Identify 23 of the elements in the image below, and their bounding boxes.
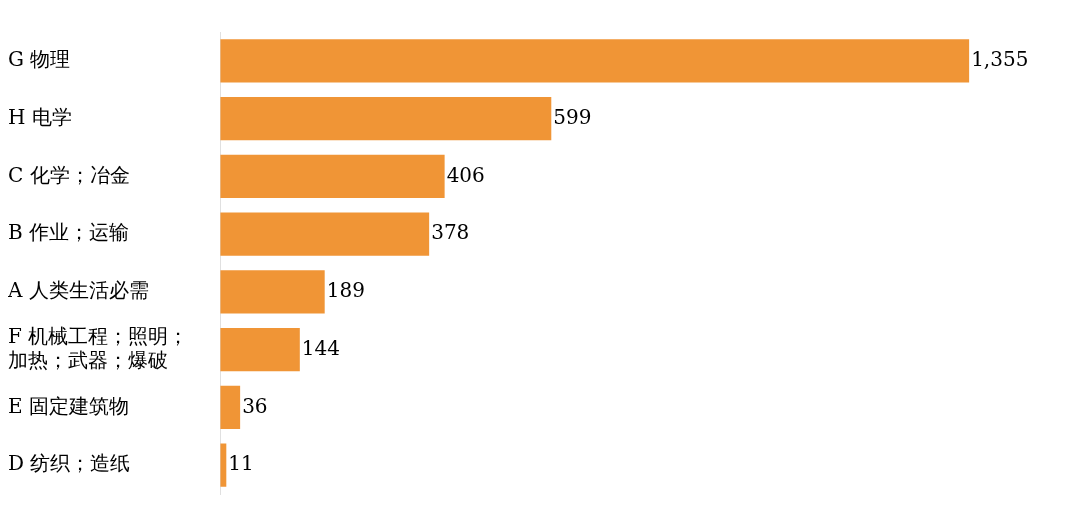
data-label: 599: [553, 104, 592, 129]
data-label: 189: [326, 278, 365, 303]
data-label: 406: [446, 162, 485, 187]
y-tick-label: G 物理: [8, 47, 71, 72]
bar: [220, 154, 445, 199]
bar: [220, 212, 430, 256]
data-label: 11: [228, 451, 254, 476]
bar: [220, 327, 300, 372]
y-tick-label: D 纺织；造纸: [8, 451, 131, 476]
y-tick-label: B 作业；运输: [8, 220, 130, 245]
data-label: 144: [301, 335, 341, 360]
bar: [220, 385, 241, 430]
data-label: 378: [431, 220, 470, 245]
data-label: 1,355: [971, 47, 1029, 72]
bar: [220, 39, 970, 83]
data-label: 36: [242, 393, 268, 418]
y-tick-label: A 人类生活必需: [7, 278, 149, 303]
bar: [220, 270, 325, 314]
bar: [220, 96, 552, 141]
y-tick-label: C 化学；冶金: [8, 162, 130, 187]
y-tick-label: E 固定建筑物: [8, 393, 129, 418]
y-tick-label: H 电学: [8, 104, 72, 129]
y-tick-label: F 机械工程；照明；加热；武器；爆破: [8, 323, 189, 372]
